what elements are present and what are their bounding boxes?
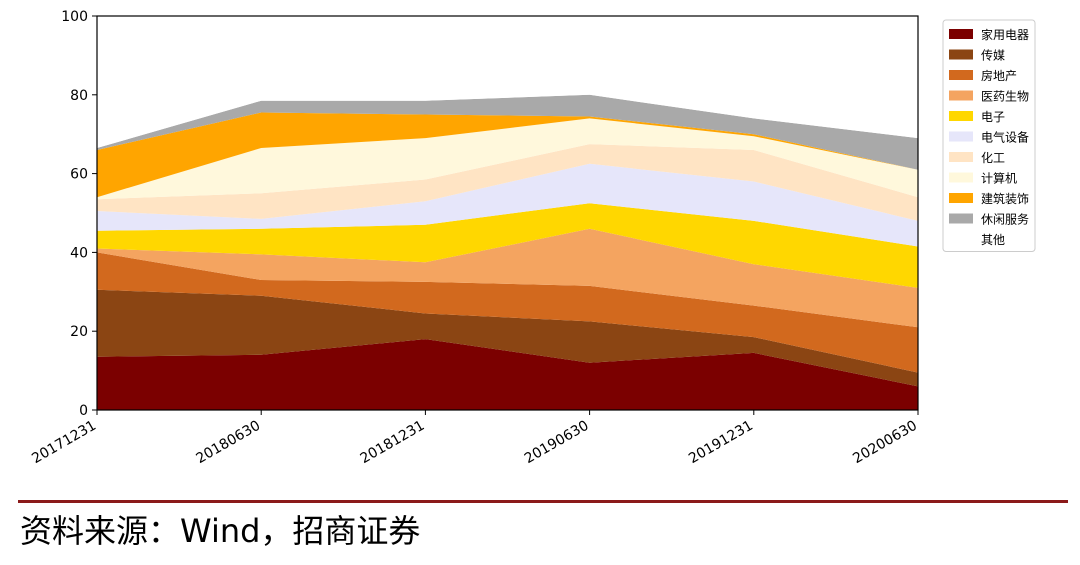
x-tick-label: 20180630 (193, 418, 263, 467)
legend-label: 计算机 (981, 171, 1017, 186)
area-series-9 (97, 94, 918, 170)
legend-label: 电子 (981, 110, 1005, 124)
legend-label: 传媒 (981, 48, 1005, 63)
y-tick-label: 80 (70, 88, 88, 104)
plot-frame (96, 15, 919, 411)
legend-swatch (949, 234, 973, 244)
y-tick-label: 40 (70, 245, 88, 261)
legend-swatch (949, 29, 973, 39)
legend-swatch (949, 213, 973, 224)
area-series-4 (97, 203, 918, 288)
area-series-group (97, 14, 918, 410)
legend-label: 其他 (981, 233, 1005, 247)
legend-label: 电气设备 (981, 130, 1029, 145)
legend-label: 建筑装饰 (981, 191, 1029, 206)
x-tick-label: 20171231 (29, 418, 99, 467)
legend-label: 休闲服务 (981, 212, 1029, 227)
legend-label: 房地产 (981, 68, 1017, 83)
legend-label: 家用电器 (981, 27, 1029, 42)
area-series-6 (97, 144, 918, 221)
legend-swatch (949, 90, 973, 101)
area-series-3 (97, 228, 918, 328)
legend-swatch (949, 193, 973, 203)
y-tick-label: 60 (70, 167, 88, 183)
legend-swatch (949, 172, 973, 183)
legend-swatch (949, 131, 973, 142)
legend-swatch (949, 152, 973, 162)
x-tick-label: 20191231 (686, 418, 756, 467)
legend-label: 医药生物 (981, 90, 1029, 104)
legend-swatch (949, 111, 973, 121)
area-series-0 (97, 339, 918, 410)
area-series-5 (97, 163, 918, 247)
legend-swatch (949, 70, 973, 80)
area-series-2 (97, 252, 918, 373)
x-tick-label: 20200630 (850, 418, 920, 467)
area-series-7 (97, 118, 918, 200)
source-note: 资料来源：Wind，招商证券 (20, 512, 421, 550)
x-tick-label: 20190630 (522, 418, 592, 467)
area-series-10 (97, 14, 918, 148)
y-tick-label: 100 (61, 9, 88, 25)
legend-swatch (949, 49, 973, 60)
y-tick-label: 0 (79, 403, 88, 419)
stacked-area-chart: 0 20 40 60 80 100 20171231 20180630 20181231 2019… (29, 9, 1036, 467)
x-tick-label: 20181231 (358, 418, 428, 467)
area-series-1 (97, 289, 918, 387)
legend-label: 化工 (981, 151, 1005, 165)
y-tick-label: 20 (70, 324, 88, 340)
area-series-8 (97, 112, 918, 198)
source-divider (18, 500, 1068, 503)
